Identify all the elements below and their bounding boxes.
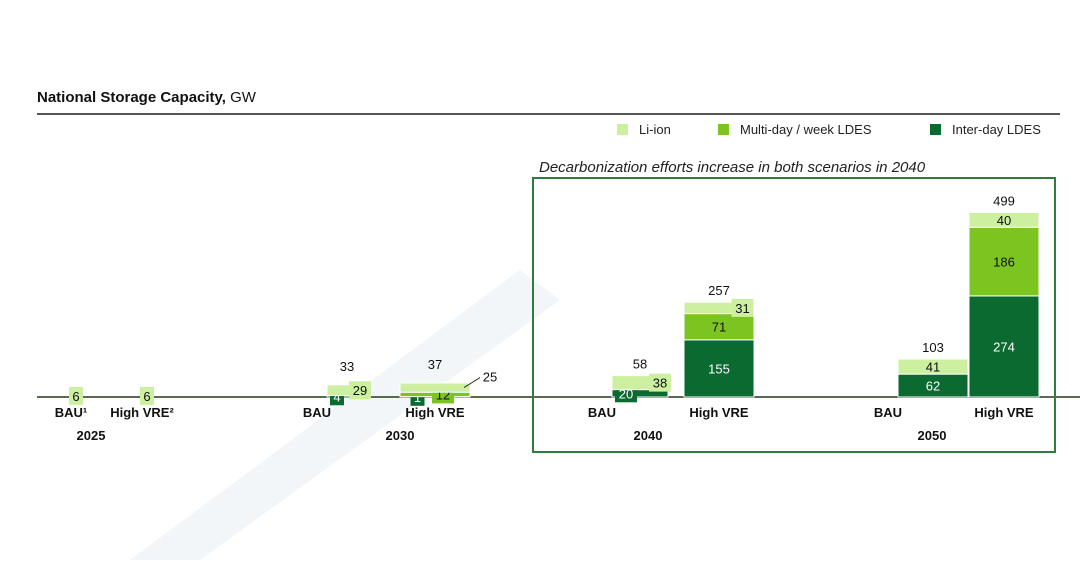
segment-value: 41 [926,360,940,375]
scenario-label: High VRE [974,405,1034,420]
value-box [140,386,154,405]
scenario-label: High VRE [405,405,465,420]
legend-swatch [718,124,729,135]
bar-segment-multi [683,313,755,341]
segment-value: 155 [708,361,730,376]
highlight-frame [532,177,1056,453]
value-box [349,381,371,400]
chart-unit: GW [226,89,257,106]
bar-segment-inter [683,339,755,398]
year-label: 2025 [77,428,106,443]
legend-swatch [930,124,941,135]
scenario-label: BAU [303,405,331,420]
segment-value: 186 [993,255,1015,270]
legend-label: Inter-day LDES [952,122,1041,137]
scenario-label: BAU¹ [55,405,88,420]
value-box [69,386,83,405]
segment-value: 62 [926,379,940,394]
bar-segment-li [897,358,969,375]
segment-value: 71 [712,320,726,335]
legend-swatch [617,124,628,135]
year-label: 2040 [634,428,663,443]
bar-segment-li [399,382,471,393]
total-value: 257 [708,283,730,298]
segment-value: 38 [653,376,667,391]
segment-value: 1 [414,390,421,405]
segment-value: 25 [483,370,497,385]
legend-label: Multi-day / week LDES [740,122,872,137]
segment-value: 4 [333,389,340,404]
scenario-label: BAU [874,405,902,420]
bar-segment-li [683,301,755,315]
value-box [731,298,754,317]
leader-line [463,377,481,389]
legend-label: Li-ion [639,122,671,137]
bar-segment-inter [968,295,1040,398]
segment-value: 40 [997,213,1011,228]
value-box [649,373,671,392]
watermark-band [130,270,560,560]
total-value: 33 [340,359,354,374]
total-value: 499 [993,194,1015,209]
total-value: 103 [922,340,944,355]
segment-value: 31 [735,301,749,316]
total-value: 58 [633,357,647,372]
segment-value: 29 [353,383,367,398]
scenario-label: High VRE² [110,405,174,420]
segment-value: 6 [72,389,79,404]
year-label: 2050 [918,428,947,443]
segment-value: 274 [993,339,1015,354]
total-value: 37 [428,357,442,372]
scenario-label: High VRE [689,405,749,420]
year-label: 2030 [386,428,415,443]
bar-segment-multi [968,226,1040,297]
scenario-label: BAU [588,405,616,420]
chart-title: National Storage Capacity, GW [37,89,257,106]
segment-value: 6 [143,389,150,404]
bar-segment-li [968,212,1040,228]
annotation-text: Decarbonization efforts increase in both… [539,159,926,176]
